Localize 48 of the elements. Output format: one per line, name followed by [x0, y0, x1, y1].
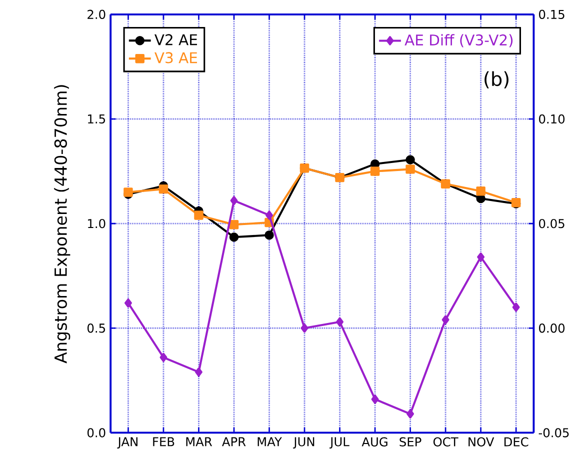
point — [266, 210, 273, 220]
x-tick-label: DEC — [504, 437, 528, 446]
y2-tick-label: -0.05 — [538, 428, 569, 438]
point — [160, 352, 168, 362]
y-tick-label: 1.5 — [88, 114, 105, 124]
point — [477, 252, 485, 262]
y-tick-label: 1.0 — [88, 218, 106, 228]
x-tick-label: SEP — [400, 437, 422, 446]
x-tick-label: JUN — [293, 437, 314, 448]
point — [195, 367, 202, 376]
point — [300, 323, 308, 333]
point — [512, 302, 520, 312]
legend-label: V2 AE — [154, 34, 197, 45]
point — [371, 394, 379, 404]
annotation: (b) — [484, 71, 508, 88]
y2-tick-label: 0.10 — [539, 114, 565, 124]
y-axis-title: Angstrom Exponent (440-870nm) — [54, 84, 70, 364]
x-tick-label: MAR — [186, 437, 212, 446]
point — [406, 409, 414, 418]
point — [336, 317, 344, 326]
y-tick-label: 0.5 — [87, 323, 105, 333]
point — [230, 196, 238, 205]
x-tick-label: JUL — [329, 437, 350, 448]
point — [476, 186, 486, 196]
x-tick-label: FEB — [153, 437, 174, 446]
point — [229, 232, 239, 242]
x-tick-label: OCT — [433, 437, 458, 446]
x-tick-label: MAY — [258, 437, 282, 446]
x-tick-label: NOV — [468, 437, 494, 446]
y-tick-label: 0.0 — [87, 428, 106, 438]
point — [406, 154, 415, 164]
x-tick-label: JAN — [117, 437, 138, 448]
point — [264, 230, 274, 240]
y2-tick-label: 0.05 — [539, 218, 564, 228]
point — [158, 184, 168, 194]
point — [406, 164, 415, 174]
x-tick-label: APR — [222, 437, 246, 446]
point — [442, 314, 450, 324]
point — [370, 166, 380, 176]
point — [194, 210, 204, 220]
legend-label: V3 AE — [154, 52, 197, 64]
legend-label: AE Diff (V3-V2) — [404, 34, 513, 48]
point — [124, 298, 132, 308]
x-tick-label: AUG — [362, 437, 388, 446]
y2-tick-label: 0.15 — [539, 10, 564, 19]
point — [229, 220, 239, 229]
y-tick-label: 2.0 — [88, 10, 106, 19]
y2-tick-label: 0.00 — [539, 323, 565, 333]
